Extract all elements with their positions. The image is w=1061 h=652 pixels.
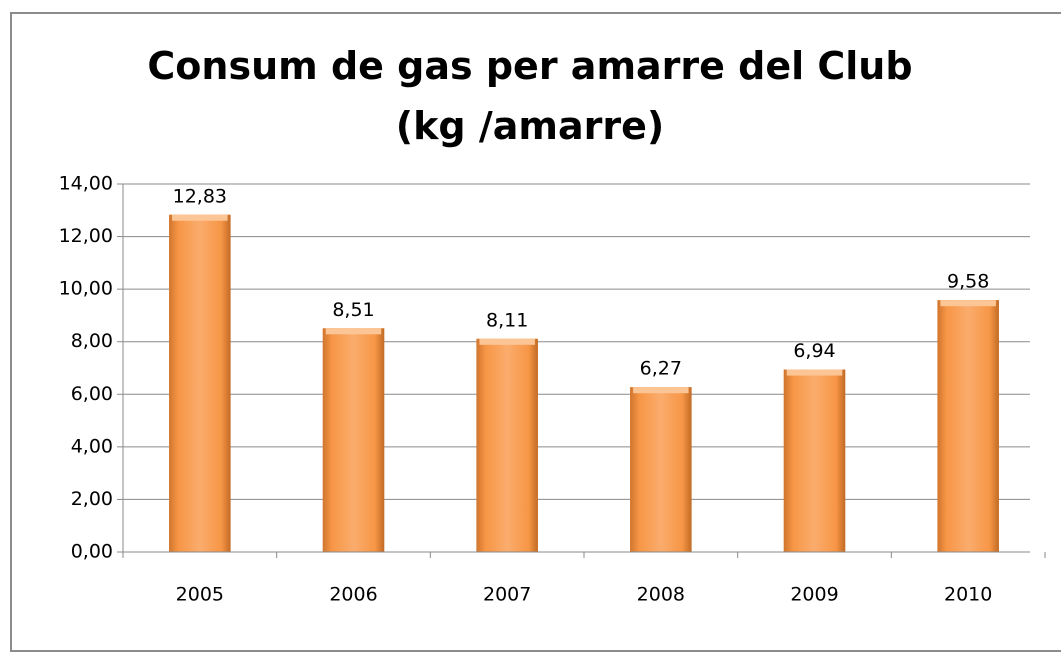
bar-bevel <box>169 214 231 553</box>
bar-top <box>940 300 996 307</box>
y-tick-label: 2,00 <box>71 488 113 510</box>
bar-top <box>633 387 689 394</box>
page: {"chart_data": {"type": "bar", "title": … <box>10 12 1061 652</box>
x-tick-label: 2009 <box>790 584 838 606</box>
data-label: 9,58 <box>947 271 989 293</box>
bar-bevel <box>783 369 846 552</box>
data-label: 6,27 <box>640 358 682 380</box>
chart-title: Consum de gas per amarre del Club (kg /a… <box>147 44 913 148</box>
x-tick-label: 2005 <box>176 584 224 606</box>
y-tick-label: 6,00 <box>71 383 113 405</box>
data-label: 8,11 <box>486 309 528 331</box>
bar-bevel <box>322 328 385 552</box>
x-tick-label: 2010 <box>944 584 992 606</box>
y-tick-label: 10,00 <box>59 278 113 300</box>
x-tick-label: 2006 <box>329 584 377 606</box>
x-tick-label: 2007 <box>483 584 531 606</box>
chart: 0,00 2,00 4,00 6,00 8,00 10,00 12,00 14,00 2005 1… <box>59 173 1046 606</box>
bar-top <box>479 338 535 345</box>
bar-top <box>172 214 228 221</box>
bar-bevel <box>630 387 692 552</box>
y-tick-label: 12,00 <box>59 225 113 247</box>
y-tick-label: 8,00 <box>71 330 113 352</box>
data-label: 12,83 <box>173 185 227 207</box>
data-label: 8,51 <box>332 299 374 321</box>
bar-top <box>325 328 382 335</box>
bar-top <box>786 369 843 376</box>
bar-bevel <box>476 338 538 552</box>
y-tick-label: 0,00 <box>71 541 113 563</box>
y-tick-label: 14,00 <box>59 173 113 195</box>
data-label: 6,94 <box>793 340 835 362</box>
y-tick-label: 4,00 <box>71 435 113 457</box>
x-tick-label: 2008 <box>637 584 685 606</box>
bar-bevel <box>937 300 999 552</box>
